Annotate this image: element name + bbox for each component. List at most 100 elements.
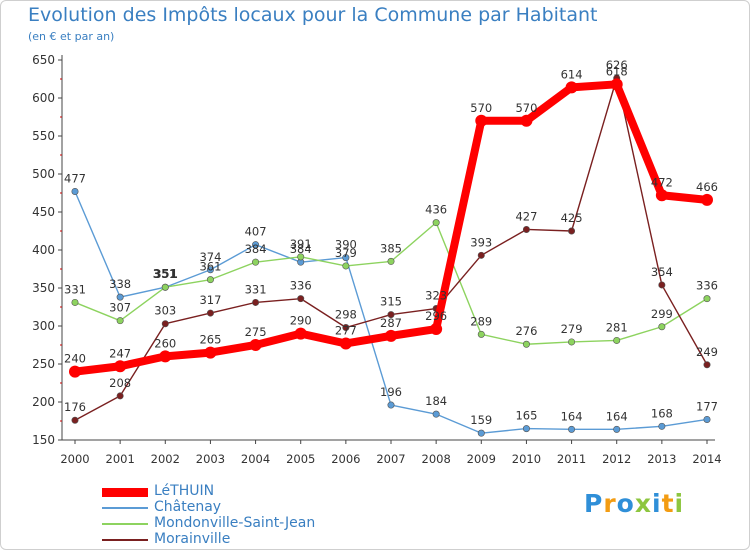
data-label: 298 [335,308,357,322]
x-tick-label: 2012 [602,452,631,466]
data-label: 290 [290,314,312,328]
chart-subtitle: (en € et par an) [28,30,115,43]
logo-letter: o [616,489,635,518]
x-tick-label: 2008 [422,452,451,466]
legend-swatch [102,539,148,541]
data-label: 427 [515,209,537,223]
data-point [342,262,350,270]
data-point [432,219,440,227]
data-label: 614 [561,67,583,81]
data-label: 351 [153,267,178,281]
logo-letter: t [661,489,675,518]
legend-swatch [102,507,148,509]
x-tick-label: 2000 [60,452,89,466]
data-label: 276 [515,324,537,338]
data-label: 354 [651,265,673,279]
data-label: 176 [64,400,86,414]
data-label: 336 [696,279,718,293]
data-point [206,266,214,274]
data-label: 336 [290,279,312,293]
data-point [161,320,169,328]
data-point [658,281,666,289]
data-point [69,365,81,378]
data-point [342,324,350,332]
data-label: 249 [696,345,718,359]
data-label: 168 [651,406,673,420]
legend-label: Châtenay [154,499,222,515]
x-tick-label: 2005 [286,452,315,466]
x-tick-label: 2004 [241,452,270,466]
x-tick-label: 2013 [647,452,676,466]
data-point [613,336,621,344]
data-point [116,293,124,301]
data-point [477,251,485,259]
data-point [522,340,530,348]
data-point [387,311,395,319]
legend-label: Mondonville-Saint-Jean [154,515,316,531]
data-label: 338 [109,277,131,291]
data-point [71,187,79,195]
data-point [116,392,124,400]
data-point [655,189,668,202]
x-tick-label: 2014 [692,452,721,466]
data-point [252,241,260,249]
data-label: 247 [109,346,131,360]
x-tick-label: 2003 [196,452,225,466]
data-point [161,283,169,291]
data-label: 281 [606,320,628,334]
data-label: 165 [515,409,537,423]
x-tick-label: 2001 [106,452,135,466]
data-point [475,114,488,127]
data-label: 299 [651,307,673,321]
data-label: 390 [335,238,357,252]
data-point [703,295,711,303]
data-point [432,410,440,418]
data-point [658,422,666,430]
data-label: 391 [290,237,312,251]
data-label: 196 [380,385,402,399]
data-label: 159 [470,413,492,427]
data-label: 351 [154,267,176,281]
data-label: 361 [199,260,221,274]
data-point [297,253,305,261]
data-point [385,329,397,342]
data-label: 436 [425,203,447,217]
data-label: 384 [290,242,312,256]
data-label: 466 [696,180,718,194]
y-tick-label: 250 [32,357,55,371]
data-label: 393 [470,235,492,249]
data-label: 626 [606,58,628,72]
y-tick-label: 200 [32,395,55,409]
data-label: 472 [651,175,673,189]
data-label: 289 [470,314,492,328]
data-label: 275 [245,325,267,339]
data-label: 379 [335,246,357,260]
data-point [703,415,711,423]
data-label: 331 [245,282,267,296]
data-point [613,425,621,433]
logo-letter: i [674,489,685,518]
data-point [204,346,217,359]
data-label: 208 [109,376,131,390]
data-point [206,309,214,317]
data-point [116,317,124,325]
data-label: 177 [696,399,718,413]
data-point [568,425,576,433]
data-label: 240 [64,352,86,366]
data-point [71,298,79,306]
data-point [522,225,530,233]
data-point [297,295,305,303]
data-label: 184 [425,394,447,408]
logo-letter: i [652,489,662,518]
data-point [568,227,576,235]
data-label: 384 [245,242,267,256]
data-label: 477 [64,171,86,185]
data-label: 331 [64,282,86,296]
data-label: 296 [425,309,447,323]
x-tick-label: 2011 [557,452,586,466]
data-point [701,193,713,206]
data-point [477,330,485,338]
data-point [658,323,666,331]
